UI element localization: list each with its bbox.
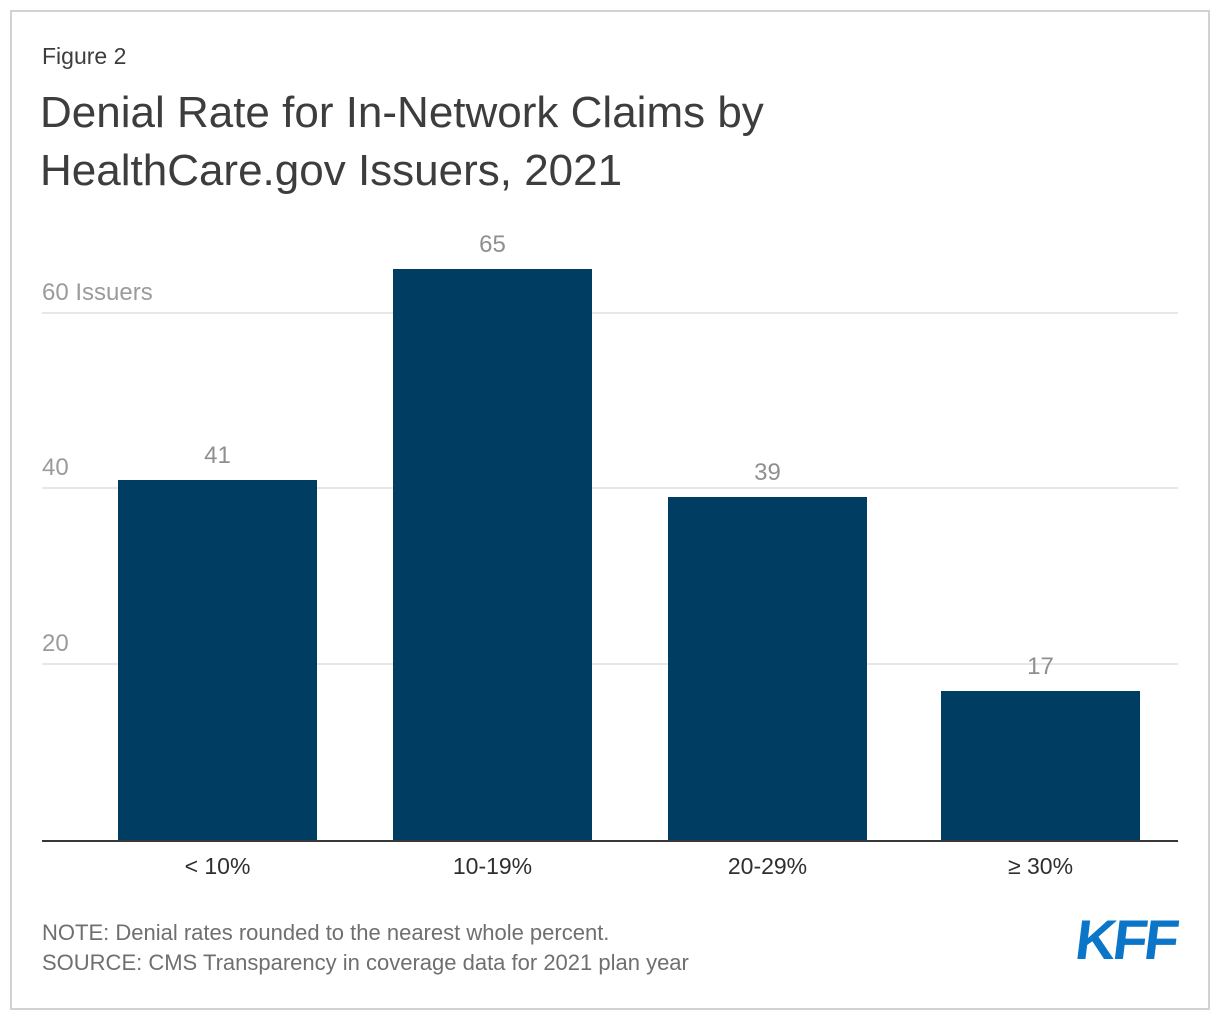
x-axis-label: 10-19% bbox=[452, 853, 533, 879]
x-axis-line bbox=[42, 840, 1178, 842]
y-tick-label: 60 Issuers bbox=[42, 278, 153, 306]
bar bbox=[393, 269, 592, 840]
kff-logo: KFF bbox=[1072, 908, 1180, 971]
gridline bbox=[42, 663, 1178, 666]
bar bbox=[668, 497, 867, 840]
bar-value-label: 17 bbox=[1027, 653, 1054, 680]
x-axis-label: 20-29% bbox=[727, 853, 808, 879]
bar-value-label: 65 bbox=[479, 231, 506, 258]
y-tick-label: 40 bbox=[42, 454, 69, 482]
x-axis-label: ≥ 30% bbox=[1007, 853, 1074, 879]
gridline bbox=[42, 487, 1178, 490]
bar-value-label: 41 bbox=[204, 442, 231, 469]
x-axis-label: < 10% bbox=[184, 853, 251, 879]
y-tick-label: 20 bbox=[42, 630, 69, 658]
note-text: NOTE: Denial rates rounded to the neares… bbox=[42, 920, 610, 945]
bar-value-label: 39 bbox=[754, 459, 781, 486]
bar bbox=[118, 480, 317, 840]
bar bbox=[941, 691, 1140, 840]
source-text: SOURCE: CMS Transparency in coverage dat… bbox=[42, 950, 689, 975]
page-title: Denial Rate for In-Network Claims by Hea… bbox=[40, 88, 764, 195]
figure-label: Figure 2 bbox=[42, 43, 127, 69]
gridline bbox=[42, 311, 1178, 314]
